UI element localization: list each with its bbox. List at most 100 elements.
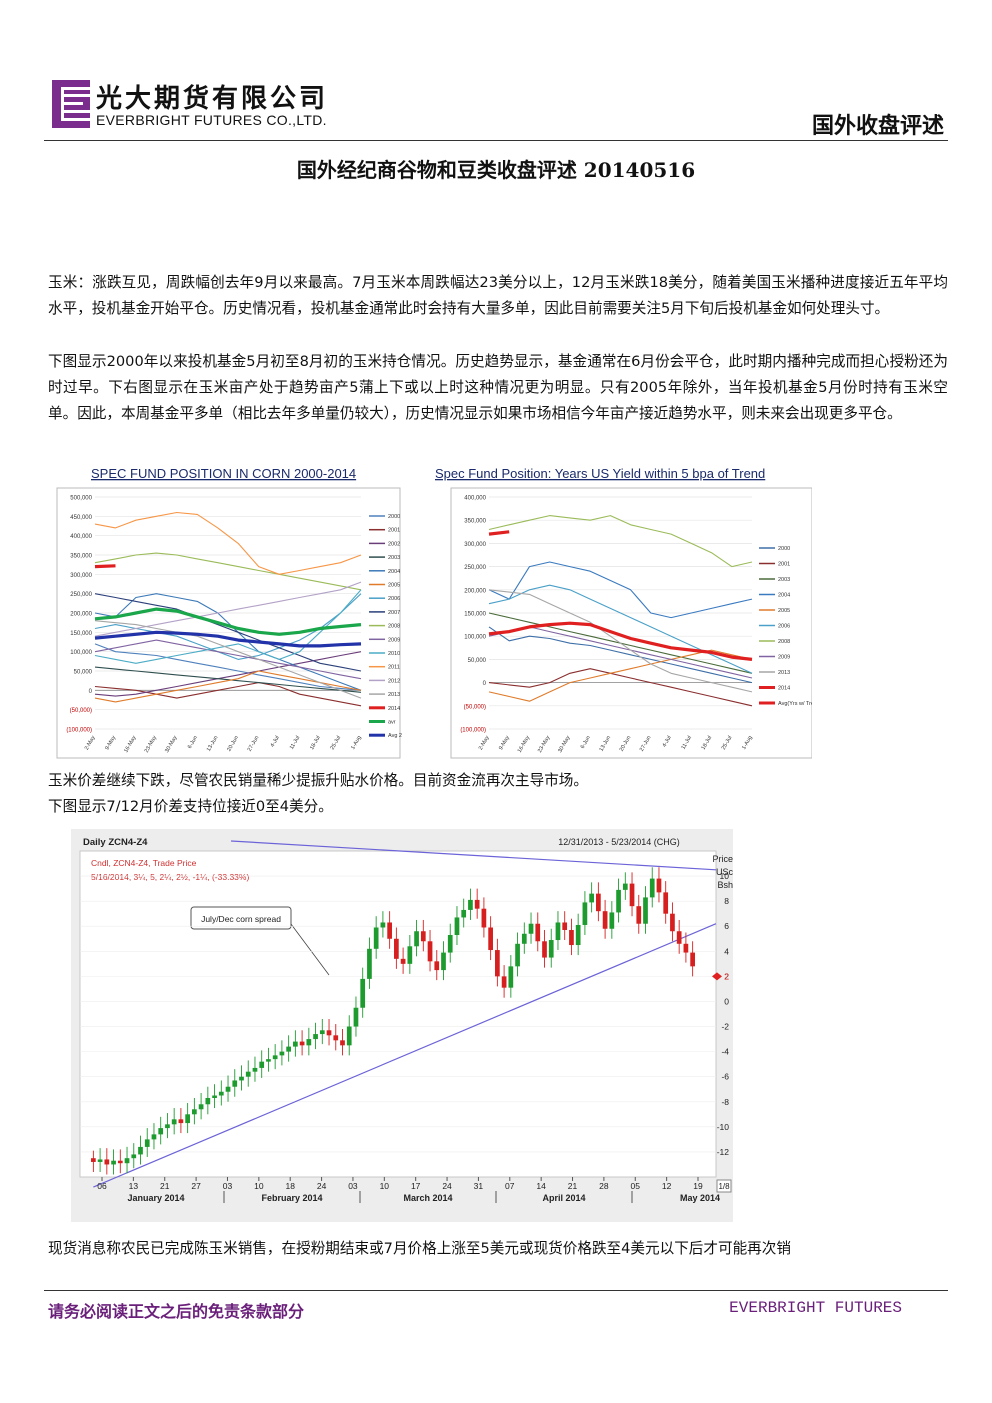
legend-label: 2001 xyxy=(778,562,790,568)
y-tick-label: 0 xyxy=(89,689,93,695)
x-tick-label: 07 xyxy=(505,1181,515,1191)
candle-body xyxy=(575,924,581,946)
candle-body xyxy=(266,1059,271,1062)
month-label: April 2014 xyxy=(542,1193,585,1203)
y-tick-label: 400,000 xyxy=(70,534,92,540)
x-tick-label: 12 xyxy=(662,1181,672,1191)
series-line-avg-yrs-w-trend-yield xyxy=(488,621,753,661)
candle-body xyxy=(306,1039,312,1046)
candle-body xyxy=(151,1134,157,1140)
month-label: May 2014 xyxy=(680,1193,720,1203)
paragraph-corn-summary: 玉米：涨跌互见，周跌幅创去年9月以来最高。7月玉米本周跌幅达23美分以上，12月… xyxy=(48,274,948,317)
series-line-2013 xyxy=(94,620,362,699)
candle-body xyxy=(340,1040,345,1046)
annotation-text: July/Dec corn spread xyxy=(201,914,281,924)
y-tick-label: -10 xyxy=(717,1122,730,1132)
candle-body xyxy=(158,1128,164,1135)
month-label: March 2014 xyxy=(403,1193,452,1203)
series-line-2012 xyxy=(94,581,362,637)
candle-body xyxy=(622,883,628,890)
legend-label: 2006 xyxy=(778,624,790,630)
candle-body xyxy=(521,933,527,944)
series-line-2010 xyxy=(94,589,362,664)
series-line-avg-2000 xyxy=(94,630,362,648)
legend-label: 2003 xyxy=(778,577,790,583)
candle-body xyxy=(360,978,366,1008)
x-tick-label: 06 xyxy=(97,1181,107,1191)
series-line-2011 xyxy=(94,511,362,575)
series-line-2014 xyxy=(94,564,116,569)
resistance-trendline xyxy=(230,840,717,871)
candle-body xyxy=(373,927,379,949)
legend-label: 2014 xyxy=(778,686,790,692)
section-title: 国外收盘评述 xyxy=(811,113,944,139)
x-tick-label: 18 xyxy=(285,1181,295,1191)
legend-label: 2001 xyxy=(388,528,400,534)
y-tick-label: 300,000 xyxy=(70,573,92,579)
candle-body xyxy=(488,927,493,951)
candle-body xyxy=(656,878,662,893)
candle-body xyxy=(441,952,446,971)
candle-body xyxy=(272,1055,278,1060)
series-line-2007 xyxy=(94,593,362,672)
y-tick-label: 150,000 xyxy=(464,612,486,618)
y-tick-label: -8 xyxy=(721,1097,729,1107)
candle-body xyxy=(117,1160,123,1164)
candle-body xyxy=(495,950,500,977)
candle-body xyxy=(131,1154,137,1159)
legend-label: 2010 xyxy=(388,651,400,657)
disclaimer-note: 请务必阅读正文之后的免责条款部分 xyxy=(48,1302,305,1321)
y-tick-label: 150,000 xyxy=(70,631,92,637)
candle-body xyxy=(609,912,615,929)
legend-label: 2011 xyxy=(388,665,400,671)
chart-title: Daily ZCN4-Z4 xyxy=(83,837,148,848)
candle-body xyxy=(293,1041,298,1047)
legend-label: 2012 xyxy=(388,678,400,684)
y-tick-label: -2 xyxy=(721,1022,729,1032)
candle-body xyxy=(165,1124,170,1129)
x-tick-label: 17 xyxy=(411,1181,421,1191)
annotation-pointer xyxy=(290,923,330,976)
candle-body xyxy=(636,906,642,924)
footer-brand: EVERBRIGHT FUTURES xyxy=(729,1299,902,1317)
candle-body xyxy=(239,1076,244,1081)
y-tick-label: 4 xyxy=(724,946,729,956)
legend-label: 2000 xyxy=(778,546,790,552)
series-line-2009 xyxy=(94,639,362,680)
candle-body xyxy=(319,1030,325,1035)
candle-body xyxy=(690,952,695,967)
legend-label: 2014 xyxy=(388,706,400,712)
candle-body xyxy=(279,1051,285,1056)
candle-body xyxy=(144,1139,150,1147)
legend-label: 2013 xyxy=(388,692,400,698)
candle-body xyxy=(528,923,534,934)
month-label: January 2014 xyxy=(127,1193,184,1203)
x-tick-label: 13 xyxy=(129,1181,139,1191)
candle-body xyxy=(434,961,440,971)
x-tick-label: 10 xyxy=(254,1181,264,1191)
company-logo-icon xyxy=(52,80,90,128)
y-tick-label: 0 xyxy=(483,681,487,687)
candle-body xyxy=(474,899,480,909)
candle-body xyxy=(171,1119,177,1125)
candle-body xyxy=(589,893,594,903)
legend-label: 2008 xyxy=(778,639,790,645)
y-tick-label: -4 xyxy=(721,1047,729,1057)
x-tick-label: 24 xyxy=(317,1181,327,1191)
legend-label: 2007 xyxy=(388,610,400,616)
y-tick-label: 200,000 xyxy=(70,612,92,618)
series-line-2014 xyxy=(488,530,510,536)
y-tick-label: 200,000 xyxy=(464,588,486,594)
legend-label: Avg(Yrs w/ Trend yield xyxy=(778,701,812,707)
y-tick-label: 10 xyxy=(720,871,730,881)
series-line-2000 xyxy=(94,643,362,691)
candle-body xyxy=(569,929,574,946)
candle-body xyxy=(212,1095,217,1099)
paragraph-cash-news: 现货消息称农民已完成陈玉米销售，在授粉期结束或7月价格上涨至5美元或现货价格跌至… xyxy=(48,1240,791,1257)
candle-body xyxy=(663,892,669,914)
y-tick-label: 0 xyxy=(724,996,729,1006)
series-line-2004 xyxy=(488,561,753,619)
x-tick-label: 05 xyxy=(631,1181,641,1191)
x-tick-label: 24 xyxy=(442,1181,452,1191)
y-tick-label: 450,000 xyxy=(70,515,92,521)
